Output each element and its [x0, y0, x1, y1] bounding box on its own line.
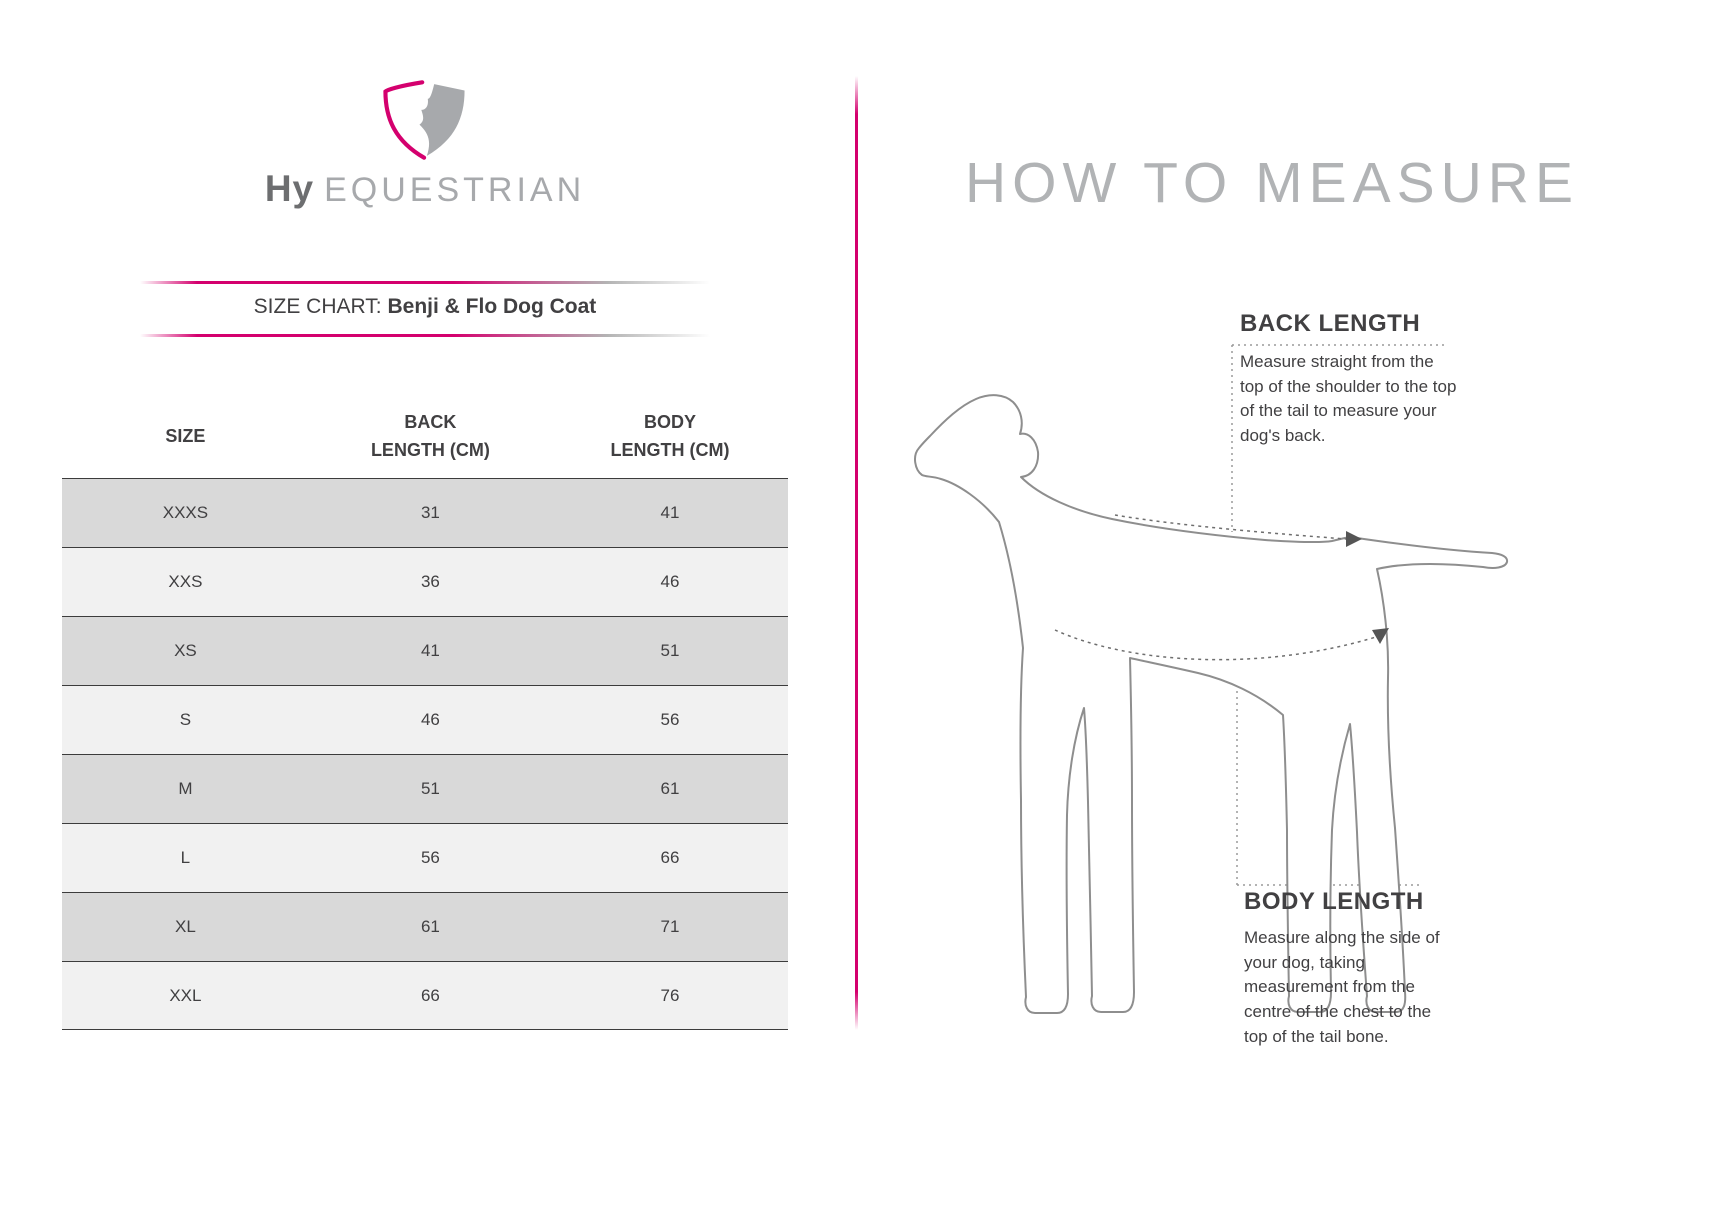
- size-cell: S: [179, 710, 192, 729]
- size-cell: L: [180, 848, 191, 867]
- table-row: L 56 66: [62, 823, 788, 892]
- brand-name-secondary: EQUESTRIAN: [324, 171, 586, 209]
- table-row: S 46 56: [62, 685, 788, 754]
- size-cell: XXXS: [162, 503, 209, 522]
- size-chart-title-product: Benji & Flo Dog Coat: [387, 295, 597, 318]
- size-table: SIZE BACK LENGTH (CM) BODY LENGTH (CM) X…: [62, 395, 788, 1030]
- body-length-cell: 61: [660, 779, 680, 798]
- body-length-connector: [1236, 655, 1422, 886]
- shield-swoosh-shape: [383, 80, 427, 160]
- size-chart-title: SIZE CHART: Benji & Flo Dog Coat: [140, 295, 710, 319]
- brand-name-primary: Hy: [264, 168, 315, 209]
- vertical-divider: [855, 76, 858, 1030]
- size-cell: XL: [175, 917, 196, 936]
- back-arrow-icon: [1346, 531, 1362, 547]
- size-table-body: XXXS 31 41 XXS 36 46 XS 41 51 S 46 56 M 51 61 L 56 66 XL 61…: [62, 478, 788, 1030]
- table-row: XL 61 71: [62, 892, 788, 961]
- column-header-back-length: BACK LENGTH (CM): [370, 411, 490, 460]
- body-measure-line: [1054, 629, 1377, 661]
- table-row: XXXS 31 41: [62, 478, 788, 547]
- back-length-cell: 46: [420, 710, 440, 729]
- table-row: M 51 61: [62, 754, 788, 823]
- brand-logo-area: [140, 78, 710, 167]
- back-length-cell: 51: [420, 779, 440, 798]
- size-cell: XXL: [169, 985, 202, 1005]
- size-cell: XXS: [168, 572, 203, 591]
- back-length-heading: BACK LENGTH: [1240, 310, 1421, 337]
- body-length-description: Measure along the side of your dog, taki…: [1244, 928, 1440, 1046]
- dog-outline: [914, 394, 1509, 1014]
- how-to-measure-title: HOW TO MEASURE: [965, 151, 1579, 215]
- back-length-cell: 66: [420, 985, 440, 1005]
- brand-name: Hy EQUESTRIAN: [140, 168, 710, 210]
- body-length-cell: 41: [660, 503, 680, 522]
- back-length-connector: [1231, 344, 1448, 532]
- back-length-cell: 31: [420, 503, 440, 522]
- hy-shield-horse-logo-icon: [383, 80, 465, 160]
- back-length-cell: 36: [420, 572, 440, 591]
- size-table-header: SIZE BACK LENGTH (CM) BODY LENGTH (CM): [62, 395, 788, 478]
- table-row: XXL 66 76: [62, 961, 788, 1030]
- body-length-cell: 56: [660, 710, 680, 729]
- back-length-cell: 56: [420, 848, 440, 867]
- title-rule-top: [140, 281, 710, 284]
- body-length-cell: 51: [660, 641, 680, 660]
- back-length-description: Measure straight from the top of the sho…: [1240, 352, 1457, 445]
- body-arrow-icon: [1372, 628, 1389, 644]
- table-row: XS 41 51: [62, 616, 788, 685]
- size-cell: M: [178, 779, 193, 798]
- back-length-cell: 61: [420, 917, 440, 936]
- size-chart-title-label: SIZE CHART:: [253, 295, 382, 318]
- body-length-cell: 76: [660, 985, 680, 1005]
- table-row: XXS 36 46: [62, 547, 788, 616]
- column-header-size: SIZE: [165, 425, 206, 446]
- column-header-body-length: BODY LENGTH (CM): [610, 411, 730, 460]
- size-cell: XS: [174, 641, 197, 660]
- back-length-cell: 41: [420, 641, 440, 660]
- body-length-cell: 46: [660, 572, 680, 591]
- title-rule-bottom: [140, 334, 710, 337]
- horse-head-shape: [419, 84, 465, 156]
- body-length-heading: BODY LENGTH: [1244, 888, 1424, 915]
- dog-measurement-diagram: [914, 344, 1509, 1014]
- body-length-cell: 71: [660, 917, 680, 936]
- body-length-cell: 66: [660, 848, 680, 867]
